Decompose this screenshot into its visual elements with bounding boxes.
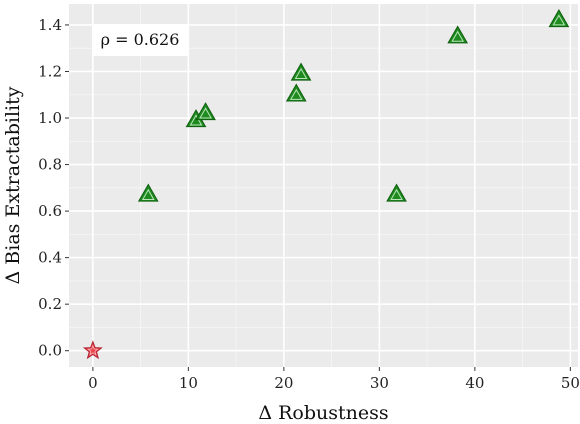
y-tick-label: 0.2	[38, 295, 62, 313]
triangle-marker-inner	[189, 114, 203, 126]
annotation-box	[92, 24, 188, 56]
x-axis-title: Δ Robustness	[258, 402, 388, 424]
star-marker-inner	[87, 344, 99, 356]
x-tick-label: 0	[88, 374, 98, 392]
y-tick-label: 1.2	[38, 62, 62, 80]
triangle-marker	[447, 25, 469, 44]
triangle-marker	[548, 9, 570, 28]
y-tick-label: 1.0	[38, 109, 62, 127]
triangle-marker-inner	[294, 67, 308, 79]
y-axis-title: Δ Bias Extractability	[2, 86, 24, 284]
triangle-marker	[386, 183, 407, 202]
x-tick-label: 40	[465, 374, 484, 392]
triangle-marker	[285, 83, 307, 102]
triangle-marker-inner	[141, 188, 155, 200]
triangle-marker	[195, 102, 216, 121]
triangle-marker-inner	[289, 88, 303, 100]
x-tick-label: 20	[274, 374, 293, 392]
annotation-text: ρ = 0.626	[101, 30, 180, 49]
triangle-marker	[137, 183, 159, 202]
y-tick-label: 0.8	[38, 156, 62, 174]
x-tick-label: 50	[561, 374, 580, 392]
triangle-marker-inner	[451, 30, 465, 42]
data-points	[82, 9, 570, 360]
correlation-annotation: ρ = 0.626	[92, 24, 188, 56]
y-tick-label: 0.4	[38, 249, 62, 267]
triangle-marker-inner	[390, 188, 403, 200]
y-tick-label: 0.0	[38, 342, 62, 360]
triangle-marker-inner	[552, 14, 566, 26]
x-tick-label: 10	[179, 374, 198, 392]
triangle-marker	[290, 62, 312, 81]
plot-background	[69, 4, 578, 367]
x-axis-ticks: 0 10 20 30 40 50	[88, 367, 580, 392]
y-tick-label: 1.4	[38, 16, 62, 34]
x-tick-label: 30	[370, 374, 389, 392]
y-tick-label: 0.6	[38, 202, 62, 220]
triangle-marker-inner	[199, 107, 212, 119]
star-marker	[82, 340, 103, 360]
grid-major	[69, 4, 578, 367]
y-axis-ticks: 0.0 0.2 0.4 0.6 0.8 1.0 1.2 1.4	[38, 16, 69, 360]
